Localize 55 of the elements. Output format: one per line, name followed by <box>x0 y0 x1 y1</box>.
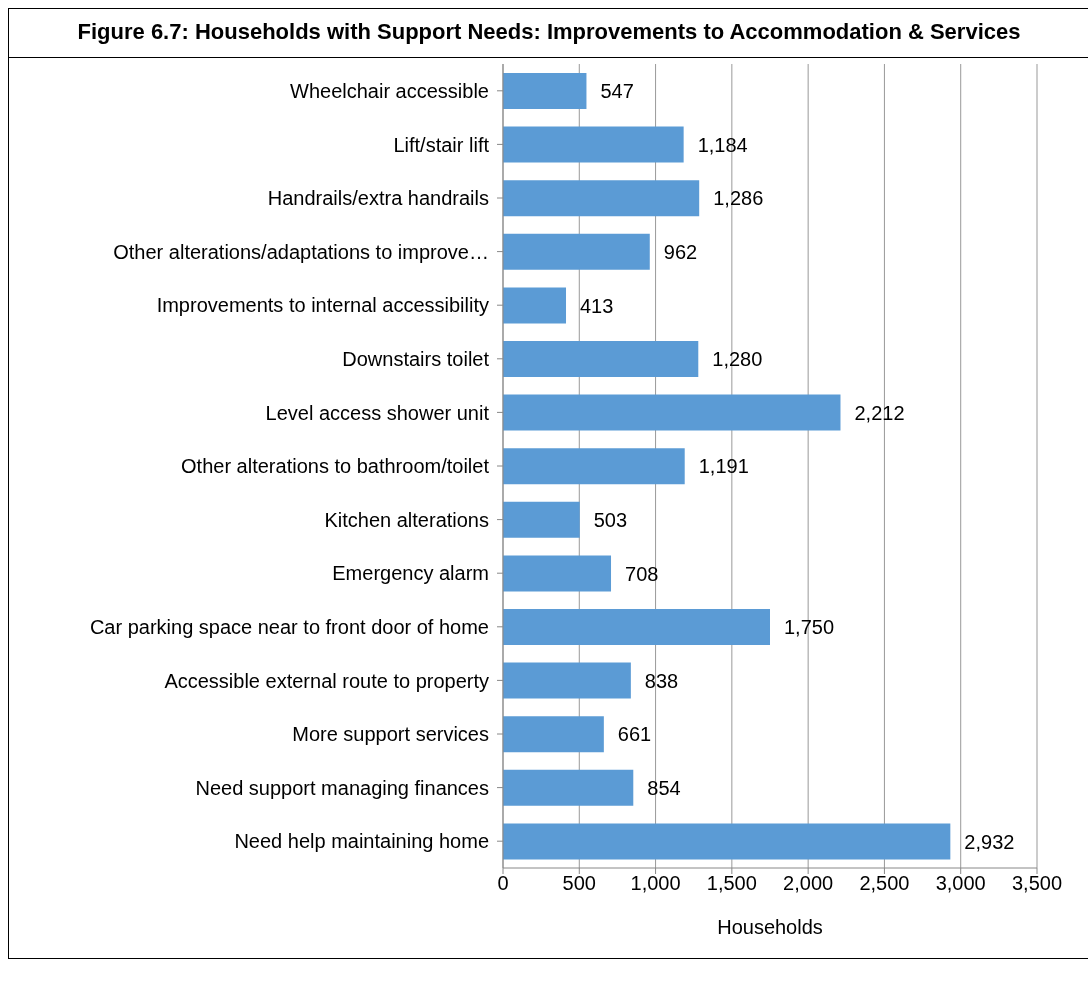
x-tick-label: 0 <box>497 872 509 895</box>
data-label: 547 <box>600 80 634 103</box>
data-label: 1,280 <box>712 348 763 371</box>
data-label: 962 <box>663 240 698 263</box>
y-tick-label: Lift/stair lift <box>393 133 490 156</box>
x-axis-title: Households <box>717 916 823 938</box>
data-label: 708 <box>625 562 659 585</box>
bar <box>503 180 700 217</box>
y-tick-label: Emergency alarm <box>332 562 489 585</box>
y-tick-label: Accessible external route to property <box>164 669 489 692</box>
bar <box>503 73 587 109</box>
x-tick-label: 3,000 <box>935 872 986 895</box>
data-label: 503 <box>593 508 628 531</box>
bar <box>503 662 631 699</box>
x-tick-label: 2,000 <box>783 872 834 895</box>
x-tick-label: 1,000 <box>630 872 681 895</box>
chart-title: Figure 6.7: Households with Support Needs: Improvements to Accommodation & Services <box>9 9 1088 58</box>
y-tick-label: Other alterations/adaptations to improve… <box>113 240 489 263</box>
bar <box>503 769 634 806</box>
y-tick-label: More support services <box>292 723 489 746</box>
data-label: 1,286 <box>713 187 764 210</box>
x-tick-label: 2,500 <box>859 872 910 895</box>
y-tick-label: Car parking space near to front door of home <box>89 615 489 638</box>
data-label: 2,932 <box>964 830 1015 853</box>
data-label: 1,191 <box>698 455 749 478</box>
y-tick-label: Level access shower unit <box>265 401 490 424</box>
y-tick-label: Wheelchair accessible <box>290 79 489 102</box>
bar <box>503 555 612 592</box>
y-tick-label: Improvements to internal accessibility <box>156 294 489 317</box>
y-tick-label: Other alterations to bathroom/toilet <box>181 455 490 478</box>
bar <box>503 394 841 431</box>
bar <box>503 716 604 753</box>
y-tick-label: Need help maintaining home <box>234 830 489 853</box>
data-label: 1,750 <box>784 616 835 639</box>
x-tick-label: 500 <box>562 872 596 895</box>
bar <box>503 341 699 377</box>
bar <box>503 448 685 485</box>
bar <box>503 609 770 645</box>
data-label: 2,212 <box>854 401 905 424</box>
bar <box>503 287 567 324</box>
y-tick-label: Kitchen alterations <box>324 508 489 531</box>
y-tick-label: Need support managing finances <box>195 776 489 799</box>
bar <box>503 823 951 860</box>
bar <box>503 233 650 270</box>
x-tick-label: 1,500 <box>706 872 757 895</box>
y-tick-label: Handrails/extra handrails <box>267 187 489 210</box>
data-label: 854 <box>647 776 681 799</box>
data-label: 1,184 <box>697 133 748 156</box>
y-tick-label: Downstairs toilet <box>342 347 490 370</box>
bar <box>503 501 580 538</box>
bar <box>503 126 684 163</box>
data-label: 661 <box>617 723 652 746</box>
data-label: 838 <box>644 669 679 692</box>
x-tick-label: 3,500 <box>1011 872 1063 895</box>
data-label: 413 <box>580 294 614 317</box>
